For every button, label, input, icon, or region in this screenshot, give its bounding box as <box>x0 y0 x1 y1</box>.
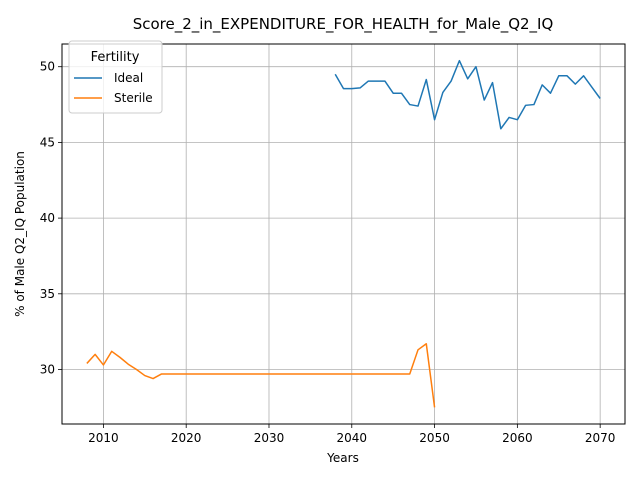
legend-entry-sterile: Sterile <box>114 91 153 105</box>
y-tick-label: 40 <box>40 211 55 225</box>
x-tick-label: 2040 <box>337 431 368 445</box>
legend: Fertility Ideal Sterile <box>68 40 163 114</box>
y-tick-label: 35 <box>40 287 55 301</box>
plot-frame <box>61 43 626 425</box>
x-tick-label: 2030 <box>254 431 285 445</box>
y-tick-label: 30 <box>40 362 55 376</box>
chart-title: Score_2_in_EXPENDITURE_FOR_HEALTH_for_Ma… <box>133 15 554 34</box>
legend-title: Fertility <box>91 50 140 65</box>
x-axis-ticks: 2010 2020 2030 2040 2050 2060 2070 <box>88 424 615 445</box>
legend-box <box>68 40 163 114</box>
x-tick-label: 2050 <box>419 431 450 445</box>
series-lines <box>86 59 601 408</box>
series-line-ideal <box>334 59 601 130</box>
y-axis-ticks: 30 35 40 45 50 <box>40 60 62 376</box>
series-line-sterile <box>86 343 436 408</box>
x-tick-label: 2020 <box>171 431 202 445</box>
x-axis-label: Years <box>326 451 359 465</box>
y-tick-label: 50 <box>40 60 55 74</box>
y-axis-label: % of Male Q2_IQ Population <box>13 151 27 317</box>
legend-entry-ideal: Ideal <box>114 71 143 85</box>
x-tick-label: 2070 <box>585 431 616 445</box>
y-tick-label: 45 <box>40 135 55 149</box>
x-tick-label: 2010 <box>88 431 119 445</box>
x-tick-label: 2060 <box>502 431 533 445</box>
